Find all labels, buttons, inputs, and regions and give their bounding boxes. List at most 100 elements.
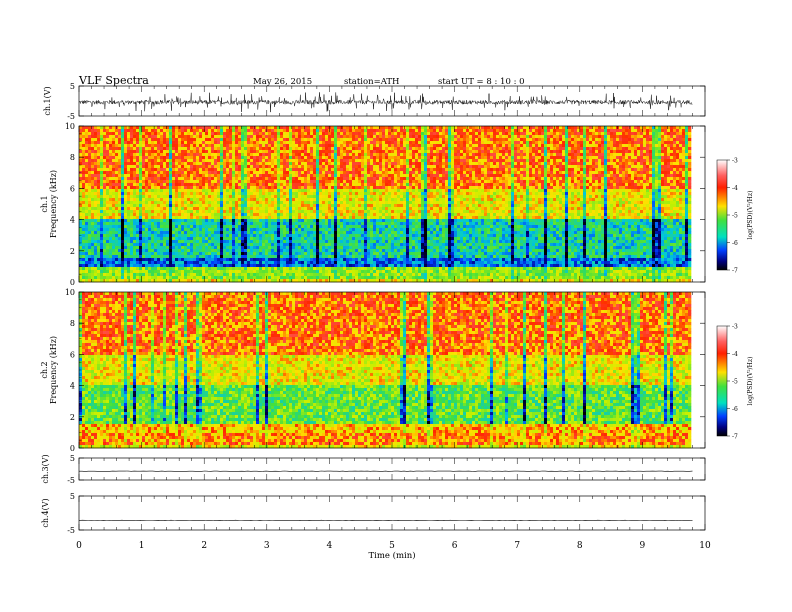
spectrogram-cell [238,144,242,148]
spectrogram-cell [310,261,314,265]
spectrogram-cell [247,129,251,133]
spectrogram-cell [217,234,221,238]
spectrogram-cell [307,144,311,148]
spectrogram-cell [88,189,92,193]
spectrogram-cell [103,225,107,229]
spectrogram-cell [226,249,230,253]
spectrogram-cell [208,165,212,169]
spectrogram-cell [220,234,224,238]
spectrogram-cell [160,249,164,253]
spectrogram-cell [193,192,197,196]
spectrogram-cell [250,126,254,130]
spectrogram-cell [280,156,284,160]
spectrogram-cell [142,210,146,214]
spectrogram-cell [121,231,125,235]
spectrogram-cell [121,165,125,169]
spectrogram-cell [184,177,188,181]
spectrogram-cell [133,171,137,175]
spectrogram-cell [169,249,173,253]
spectrogram-cell [217,216,221,220]
spectrogram-cell [238,183,242,187]
spectrogram-cell [304,174,308,178]
spectrogram-cell [340,162,344,166]
spectrogram-cell [298,207,302,211]
spectrogram-cell [292,162,296,166]
spectrogram-cell [121,237,125,241]
spectrogram-cell [340,222,344,226]
spectrogram-cell [313,234,317,238]
spectrogram-cell [226,141,230,145]
spectrogram-cell [115,258,119,262]
spectrogram-cell [298,177,302,181]
spectrogram-cell [187,150,191,154]
spectrogram-cell [328,168,332,172]
spectrogram-cell [226,192,230,196]
spectrogram-cell [325,255,329,259]
spectrogram-cell [247,144,251,148]
spectrogram-cell [154,150,158,154]
spectrogram-cell [277,264,281,268]
spectrogram-cell [220,252,224,256]
spectrogram-cell [181,126,185,130]
spectrogram-cell [163,138,167,142]
spectrogram-cell [238,147,242,151]
spectrogram-cell [325,195,329,199]
spectrogram-cell [124,210,128,214]
spectrogram-cell [310,213,314,217]
spectrogram-cell [166,171,170,175]
spectrogram-cell [316,138,320,142]
spectrogram-cell [292,135,296,139]
spectrogram-cell [130,198,134,202]
spectrogram-cell [337,258,341,262]
spectrogram-cell [253,201,257,205]
spectrogram-cell [91,129,95,133]
spectrogram-cell [331,132,335,136]
spectrogram-cell [211,207,215,211]
spectrogram-cell [100,258,104,262]
spectrogram-cell [94,144,98,148]
spectrogram-cell [241,135,245,139]
spectrogram-cell [307,165,311,169]
spectrogram-cell [268,159,272,163]
spectrogram-cell [103,153,107,157]
spectrogram-cell [181,147,185,151]
spectrogram-cell [256,165,260,169]
spectrogram-cell [145,252,149,256]
spectrogram-cell [118,210,122,214]
spectrogram-cell [172,192,176,196]
spectrogram-cell [355,195,359,199]
spectrogram-cell [106,222,110,226]
spectrogram-cell [124,144,128,148]
spectrogram-cell [88,132,92,136]
spectrogram-cell [121,243,125,247]
spectrogram-cell [229,270,233,274]
spectrogram-cell [199,150,203,154]
spectrogram-cell [118,159,122,163]
spectrogram-cell [277,126,281,130]
spectrogram-cell [244,186,248,190]
spectrogram-cell [244,189,248,193]
spectrogram-cell [106,243,110,247]
spectrogram-cell [307,243,311,247]
spectrogram-cell [130,243,134,247]
spectrogram-cell [133,237,137,241]
spectrogram-cell [202,198,206,202]
spectrogram-cell [79,228,83,232]
spectrogram-cell [355,135,359,139]
spectrogram-cell [121,270,125,274]
spectrogram-cell [250,213,254,217]
spectrogram-cell [214,252,218,256]
spectrogram-cell [142,147,146,151]
spectrogram-cell [304,222,308,226]
spectrogram-cell [172,180,176,184]
spectrogram-cell [310,270,314,274]
spectrogram-cell [340,153,344,157]
spectrogram-cell [118,249,122,253]
spectrogram-cell [223,273,227,277]
spectrogram-cell [118,201,122,205]
spectrogram-cell [187,168,191,172]
spectrogram-cell [178,216,182,220]
spectrogram-cell [148,261,152,265]
spectrogram-cell [340,237,344,241]
spectrogram-cell [178,273,182,277]
